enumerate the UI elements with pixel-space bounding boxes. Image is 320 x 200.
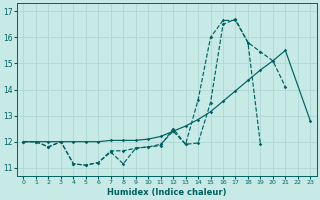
X-axis label: Humidex (Indice chaleur): Humidex (Indice chaleur) — [107, 188, 227, 197]
